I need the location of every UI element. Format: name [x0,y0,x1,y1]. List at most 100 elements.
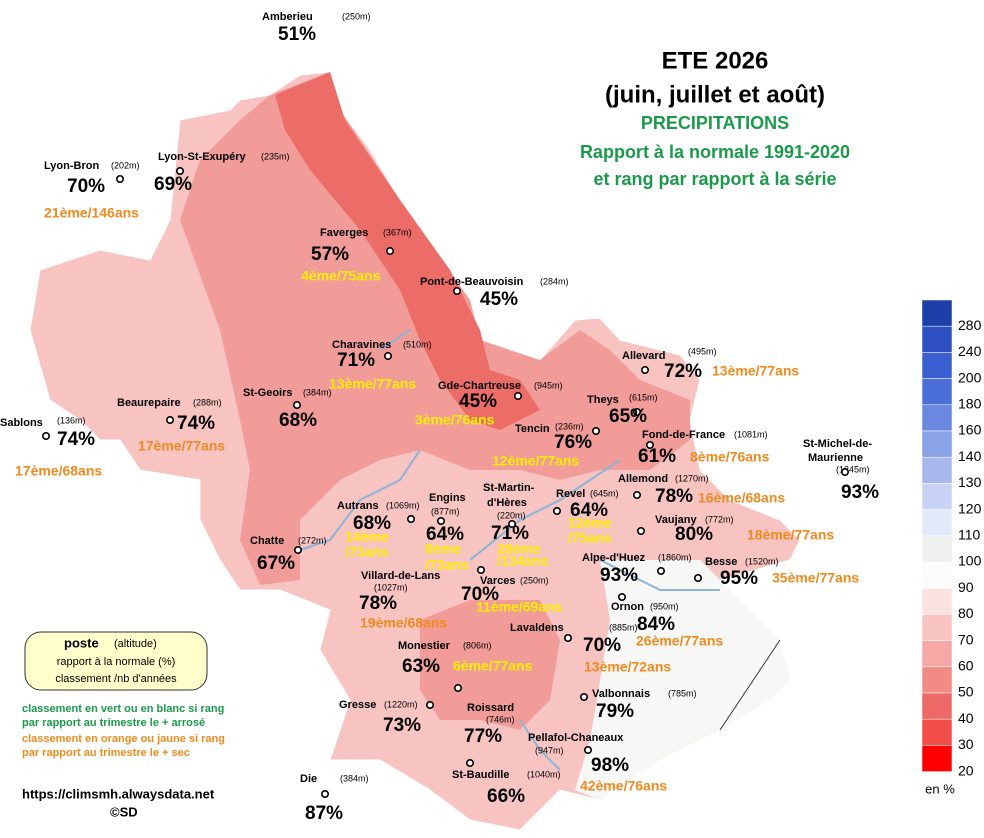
station-altitude: (1520m) [745,556,779,566]
station-dot [579,692,588,701]
station-ratio: 63% [402,656,440,677]
station-dot [176,167,185,176]
url: https://climsmh.alwaysdata.net [22,786,215,801]
scale-label: 70 [958,631,974,647]
station-name: Fond-de-France [642,429,725,441]
station-name: Faverges [320,227,368,239]
scale-label: 180 [958,396,982,412]
station-ratio: 74% [57,429,95,450]
station-altitude: (785m) [668,688,697,698]
station-rank: 11ème/69ans [476,599,563,615]
station-ratio: 68% [279,410,317,431]
station-rank: 8ème/76ans [690,449,770,465]
station-altitude: (236m) [555,421,584,431]
station-altitude: (272m) [298,535,327,545]
scale-cell [921,718,953,746]
station-altitude: (1027m) [374,582,408,592]
station-ratio: 93% [841,482,879,503]
station-name: Gde-Chartreuse [438,380,521,392]
scale-label: 110 [958,527,981,543]
scale-cell [921,614,953,641]
station-altitude: (250m) [520,575,549,585]
scale-cell [921,378,953,406]
station-name: St-Michel-de- [803,438,872,450]
station-dot [476,565,485,574]
station-name: Chatte [250,535,284,547]
station-name: Maurienne [808,452,863,464]
scale-label: 90 [958,579,974,595]
station-name: Die [300,773,317,785]
station-rank: 19ème/68ans [360,615,447,631]
station-altitude: (1270m) [675,473,709,483]
station-altitude: (945m) [534,380,563,390]
station-name: St-Baudille [452,769,509,781]
station-rank: 42ème/76ans [580,778,667,794]
scale-cell [921,352,953,379]
station-dot [591,426,600,435]
station-dot [693,573,702,582]
scale-label: 240 [958,343,982,359]
scale-label: 160 [958,422,982,438]
scale-label: 130 [958,474,982,490]
station-ratio: 98% [591,755,629,776]
station-dot [632,407,641,416]
station-ratio: 67% [257,553,295,574]
station-rank: 26ème/77ans [636,633,723,649]
station-ratio: 45% [480,289,518,310]
station-dot [632,490,641,499]
station-ratio: 69% [154,174,192,195]
scale-cell [921,325,953,353]
station-altitude: (284m) [540,276,569,286]
station-rank: /134ans [497,553,549,569]
station-ratio: 77% [464,726,502,747]
station-ratio: 73% [383,715,421,736]
station-rank: 17ème/68ans [15,463,102,479]
station-rank: 3ème/76ans [415,412,495,428]
station-name: Lavaldens [510,622,564,634]
station-dot [583,745,592,754]
station-ratio: 76% [554,432,592,453]
scale-unit: en % [925,781,955,796]
station-rank: 13ème/72ans [584,659,671,675]
station-name: Engins [429,492,466,504]
map-background [29,71,801,831]
station-ratio: 51% [278,24,316,45]
station-dot [452,286,461,295]
station-name: Revel [556,488,585,500]
station-name: Pellafol-Chaneaux [528,732,624,744]
station-name: d'Hères [487,497,527,509]
station-name: Tencin [515,423,550,435]
scale-label: 80 [958,605,974,621]
region-white [575,560,790,800]
period: (juin, juillet et août) [605,81,825,108]
station-dot [513,391,522,400]
title-block: ETE 2026 (juin, juillet et août) PRECIPI… [580,47,850,188]
credit: ©SD [110,804,138,819]
station-name: Varces [480,575,515,587]
station-name: Pont-de-Beauvoisin [420,276,524,288]
station-name: Amberieu [262,11,313,23]
station-ratio: 70% [461,584,499,605]
title: ETE 2026 [662,47,769,74]
station-altitude: (1345m) [836,464,870,474]
scale-label: 60 [958,658,974,674]
station-dot [453,683,462,692]
station-ratio: 65% [609,406,647,427]
station-name: Gresse [339,699,376,711]
scale-cell [921,561,953,589]
station-dot [563,633,572,642]
station-dot [645,440,654,449]
station-dot [406,514,415,523]
scale-cell [921,640,953,668]
station-dot [636,526,645,535]
station-name: Alpe-d'Huez [582,552,646,564]
station-name: Allemond [618,473,668,485]
scale-cell [921,692,953,720]
river [299,329,720,771]
scale-cell [921,456,953,484]
station-name: Autrans [337,500,379,512]
station-rank: 13ème/77ans [329,376,416,392]
station-dot [166,415,175,424]
